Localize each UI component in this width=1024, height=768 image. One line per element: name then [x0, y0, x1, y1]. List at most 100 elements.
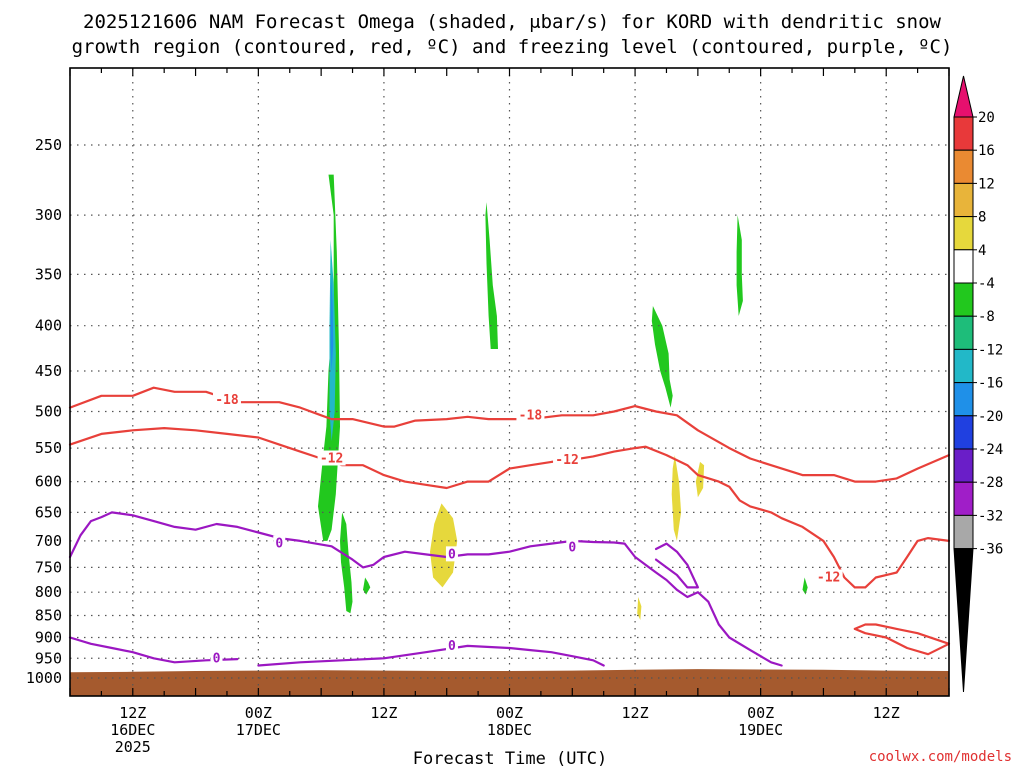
y-tick-label: 750 [35, 558, 62, 576]
contour-label-background [445, 637, 458, 653]
contour-label-background [516, 407, 545, 423]
colorbar: 20 16 12 8 4 -4 -8 -12 -16 -20 -24 -28 -32 -36 [953, 75, 1003, 693]
x-tick-label: 00Z [747, 704, 774, 722]
colorbar-segment [953, 348, 974, 384]
omega-region-green [651, 306, 673, 408]
contour-label-background [317, 450, 346, 466]
colorbar-segment [953, 182, 974, 218]
contour-label-background [273, 535, 286, 551]
x-tick-label: 12Z [119, 704, 146, 722]
omega-region-blue [330, 274, 334, 371]
contour-label: -18 [215, 393, 239, 408]
x-tick-label: 2025 [115, 738, 151, 756]
contour-label-background [445, 546, 458, 562]
y-tick-label: 800 [35, 583, 62, 601]
plot-background [70, 68, 949, 696]
contour-freezing-level [257, 644, 605, 667]
y-tick-label: 1000 [26, 669, 62, 687]
omega-region-green [485, 202, 498, 349]
y-tick-label: 900 [35, 628, 62, 646]
y-tick-label: 450 [35, 362, 62, 380]
colorbar-label: 12 [978, 176, 995, 192]
y-tick-label: 650 [35, 503, 62, 521]
colorbar-label: -12 [978, 342, 1003, 358]
colorbar-segment [953, 116, 974, 151]
omega-region-green [736, 215, 743, 316]
colorbar-label: -28 [978, 475, 1003, 491]
omega-region-green [363, 577, 371, 595]
omega-region-yellow [695, 461, 705, 498]
contour-freezing-level [68, 636, 239, 664]
colorbar-label: 20 [978, 110, 995, 126]
colorbar-label: -36 [978, 542, 1003, 558]
colorbar-bottom-triangle [953, 548, 974, 693]
colorbar-label: 8 [978, 210, 986, 226]
contour-dgz-12 [68, 427, 951, 589]
contour-label: -12 [817, 571, 840, 586]
x-axis-title: Forecast Time (UTC) [413, 749, 607, 768]
y-tick-label: 300 [35, 206, 62, 224]
contour-freezing-level [654, 542, 699, 589]
chart-title-line-2: growth region (contoured, red, ºC) and f… [72, 36, 953, 58]
x-tick-label: 12Z [622, 704, 649, 722]
y-tick-label: 850 [35, 607, 62, 625]
omega-region-yellow [430, 503, 458, 588]
colorbar-segment [953, 315, 974, 350]
contour-label: 0 [213, 651, 221, 666]
plot-frame [69, 67, 950, 697]
contour-label: -12 [555, 453, 578, 468]
y-tick-label: 400 [35, 317, 62, 335]
x-tick-label: 00Z [496, 704, 523, 722]
contour-layer: -18 -18 -12 -12 -12 0 0 0 0 0 [68, 386, 951, 667]
contour-label: 0 [448, 547, 456, 562]
colorbar-label: -8 [978, 309, 995, 325]
terrain-ground [70, 669, 949, 696]
y-tick-label: 500 [35, 403, 62, 421]
colorbar-segment [953, 216, 974, 251]
omega-shading-layer [318, 174, 808, 620]
omega-region-green [340, 512, 353, 614]
colorbar-label: 16 [978, 143, 995, 159]
colorbar-label: -32 [978, 508, 1003, 524]
contour-label: -12 [320, 451, 343, 466]
chart-title-line-1: 2025121606 NAM Forecast Omega (shaded, μ… [83, 11, 941, 33]
colorbar-label: -16 [978, 376, 1003, 392]
x-tick-label: 12Z [873, 704, 900, 722]
terrain-layer [70, 669, 949, 696]
contour-label-background [566, 539, 579, 555]
y-tick-label: 550 [35, 439, 62, 457]
omega-region-green [802, 577, 808, 595]
credit-link[interactable]: coolwx.com/models [869, 749, 1012, 765]
contour-label-background [553, 451, 582, 467]
x-tick-label: 17DEC [236, 721, 281, 739]
y-tick-label: 700 [35, 532, 62, 550]
colorbar-segment [953, 448, 974, 483]
colorbar-segment [953, 415, 974, 450]
omega-region-yellow [637, 597, 642, 620]
colorbar-top-triangle [953, 75, 974, 118]
colorbar-segment [953, 249, 974, 284]
colorbar-label: -4 [978, 276, 995, 292]
x-tick-label: 00Z [245, 704, 272, 722]
y-axis: 250 300 350 400 450 500 550 600 650 700 750 800 850 9… [26, 136, 62, 687]
contour-label: -18 [519, 408, 543, 423]
x-tick-label: 12Z [370, 704, 397, 722]
x-tick-label: 19DEC [738, 721, 783, 739]
colorbar-label: -20 [978, 409, 1003, 425]
y-tick-label: 350 [35, 265, 62, 283]
contour-label: 0 [568, 540, 576, 555]
colorbar-segment [953, 149, 974, 184]
x-tick-label: 18DEC [487, 721, 532, 739]
y-tick-label: 250 [35, 136, 62, 154]
colorbar-label: -24 [978, 442, 1003, 458]
contour-label-background [212, 391, 241, 407]
y-tick-label: 600 [35, 473, 62, 491]
contour-label-background [210, 650, 223, 666]
omega-region-green [318, 174, 340, 541]
plot-area [70, 68, 949, 696]
colorbar-segment [953, 514, 974, 550]
colorbar-segment [953, 382, 974, 417]
x-tick-label: 16DEC [110, 721, 155, 739]
